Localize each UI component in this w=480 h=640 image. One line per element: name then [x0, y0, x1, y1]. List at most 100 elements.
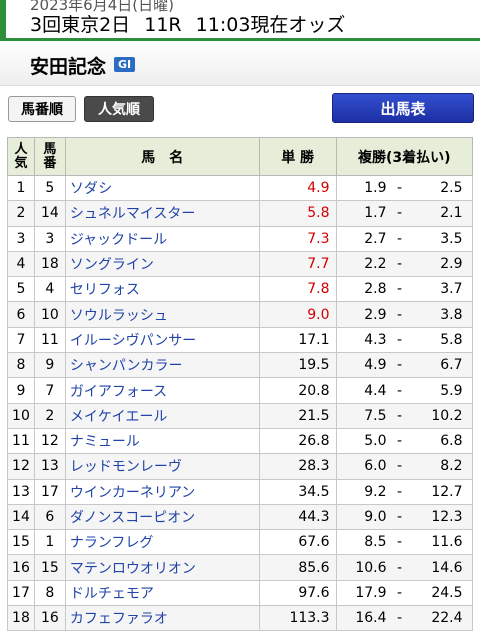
- horse-number: 11: [33, 326, 66, 354]
- popularity-rank: 4: [7, 250, 35, 278]
- place-odds: 7.5- 10.2: [335, 402, 474, 429]
- horse-name-link[interactable]: ソウルラッシュ: [64, 301, 260, 328]
- place-odds-separator: -: [397, 458, 403, 475]
- popularity-rank: 3: [7, 225, 35, 252]
- place-odds-separator: -: [397, 306, 403, 323]
- place-odds-separator: -: [397, 483, 403, 500]
- place-odds-high: 5.9: [440, 382, 463, 399]
- popularity-rank: 14: [7, 503, 35, 531]
- win-odds: 67.6: [258, 529, 337, 556]
- header-name: 馬 名: [64, 137, 260, 176]
- win-odds: 113.3: [258, 605, 337, 632]
- popularity-rank: 17: [7, 579, 35, 607]
- place-odds-low: 16.4: [355, 610, 387, 627]
- horse-name-link[interactable]: ウインカーネリアン: [64, 478, 260, 505]
- win-odds: 5.8: [258, 200, 337, 227]
- place-odds-separator: -: [397, 205, 403, 222]
- win-odds: 7.7: [258, 250, 337, 278]
- popularity-rank: 2: [7, 200, 35, 227]
- horse-number: 3: [33, 225, 66, 252]
- place-odds: 1.9- 2.5: [335, 174, 474, 202]
- horse-name-link[interactable]: イルーシヴパンサー: [64, 326, 260, 354]
- horse-name-link[interactable]: ドルチェモア: [64, 579, 260, 607]
- place-odds-low: 2.7: [364, 230, 387, 247]
- race-info-line: 3回東京2日 11R 11:03現在オッズ: [30, 10, 353, 37]
- popularity-rank: 6: [7, 301, 35, 328]
- horse-name-link[interactable]: メイケイエール: [64, 402, 260, 429]
- table-row: 18 16 カフェファラオ 113.3 16.4- 22.4: [7, 605, 474, 632]
- sort-by-popularity-button[interactable]: 人気順: [84, 96, 154, 122]
- place-odds-high: 22.4: [431, 610, 463, 627]
- popularity-rank: 18: [7, 605, 35, 632]
- table-row: 1 5 ソダシ 4.9 1.9- 2.5: [7, 174, 474, 202]
- place-odds: 9.0- 12.3: [335, 503, 474, 531]
- table-row: 2 14 シュネルマイスター 5.8 1.7- 2.1: [7, 200, 474, 227]
- horse-name-link[interactable]: ダノンスコーピオン: [64, 503, 260, 531]
- popularity-rank: 7: [7, 326, 35, 354]
- horse-name-link[interactable]: カフェファラオ: [64, 605, 260, 632]
- place-odds-high: 3.5: [440, 230, 463, 247]
- horse-name-link[interactable]: ソングライン: [64, 250, 260, 278]
- horse-name-link[interactable]: ジャックドール: [64, 225, 260, 252]
- place-odds: 2.7- 3.5: [335, 225, 474, 252]
- horse-number: 14: [33, 200, 66, 227]
- table-row: 3 3 ジャックドール 7.3 2.7-3.5: [7, 225, 474, 252]
- race-name: 安田記念: [30, 56, 107, 78]
- place-odds: 4.9- 6.7: [335, 352, 474, 379]
- popularity-rank: 9: [7, 377, 35, 404]
- table-row: 5 4 セリフォス 7.8 2.8- 3.7: [7, 276, 474, 303]
- horse-name-link[interactable]: シュネルマイスター: [64, 200, 260, 227]
- place-odds-low: 1.7: [364, 205, 387, 222]
- table-row: 13 17 ウインカーネリアン 34.5 9.2- 12.7: [7, 478, 474, 505]
- horse-number: 12: [33, 427, 66, 455]
- place-odds: 4.4- 5.9: [335, 377, 474, 404]
- win-odds: 9.0: [258, 301, 337, 328]
- place-odds-separator: -: [397, 559, 403, 576]
- place-odds-high: 3.8: [440, 306, 463, 323]
- place-odds-high: 11.6: [431, 534, 463, 551]
- horse-name-link[interactable]: レッドモンレーヴ: [64, 453, 260, 480]
- horse-name-link[interactable]: セリフォス: [64, 276, 260, 303]
- place-odds-high: 14.6: [431, 559, 463, 576]
- race-date: 2023年6月4日(日曜): [30, 0, 174, 14]
- popularity-rank: 12: [7, 453, 35, 480]
- horse-name-link[interactable]: ナランフレグ: [64, 529, 260, 556]
- place-odds-low: 2.8: [364, 281, 387, 298]
- horse-name-link[interactable]: ガイアフォース: [64, 377, 260, 404]
- horse-number: 10: [33, 301, 66, 328]
- place-odds-high: 2.9: [440, 256, 463, 273]
- horse-name-link[interactable]: シャンパンカラー: [64, 352, 260, 379]
- popularity-rank: 5: [7, 276, 35, 303]
- place-odds: 1.7- 2.1: [335, 200, 474, 227]
- win-odds: 4.9: [258, 174, 337, 202]
- win-odds: 85.6: [258, 554, 337, 581]
- place-odds-low: 7.5: [364, 407, 387, 424]
- place-odds: 5.0- 6.8: [335, 427, 474, 455]
- place-odds-low: 17.9: [355, 584, 387, 601]
- place-odds-low: 4.3: [364, 331, 387, 348]
- horse-number: 5: [33, 174, 66, 202]
- place-odds-separator: -: [397, 357, 403, 374]
- sort-by-number-button[interactable]: 馬番順: [8, 96, 76, 122]
- place-odds-low: 4.4: [364, 382, 387, 399]
- horse-name-link[interactable]: ナミュール: [64, 427, 260, 455]
- horse-number: 17: [33, 478, 66, 505]
- horse-number: 13: [33, 453, 66, 480]
- place-odds-low: 10.6: [355, 559, 387, 576]
- place-odds-separator: -: [397, 256, 403, 273]
- grade-badge: GI: [114, 57, 136, 72]
- entry-list-button[interactable]: 出馬表: [332, 93, 474, 123]
- place-odds-low: 5.0: [364, 433, 387, 450]
- horse-number: 8: [33, 579, 66, 607]
- place-odds-low: 2.2: [364, 256, 387, 273]
- horse-number: 18: [33, 250, 66, 278]
- place-odds-low: 8.5: [364, 534, 387, 551]
- horse-name-link[interactable]: ソダシ: [64, 174, 260, 202]
- header-stripe: [0, 0, 6, 41]
- place-odds-high: 5.8: [440, 331, 463, 348]
- place-odds-separator: -: [397, 610, 403, 627]
- place-odds-separator: -: [397, 584, 403, 601]
- horse-name-link[interactable]: マテンロウオリオン: [64, 554, 260, 581]
- horse-number: 2: [33, 402, 66, 429]
- table-row: 4 18 ソングライン 7.7 2.2- 2.9: [7, 250, 474, 278]
